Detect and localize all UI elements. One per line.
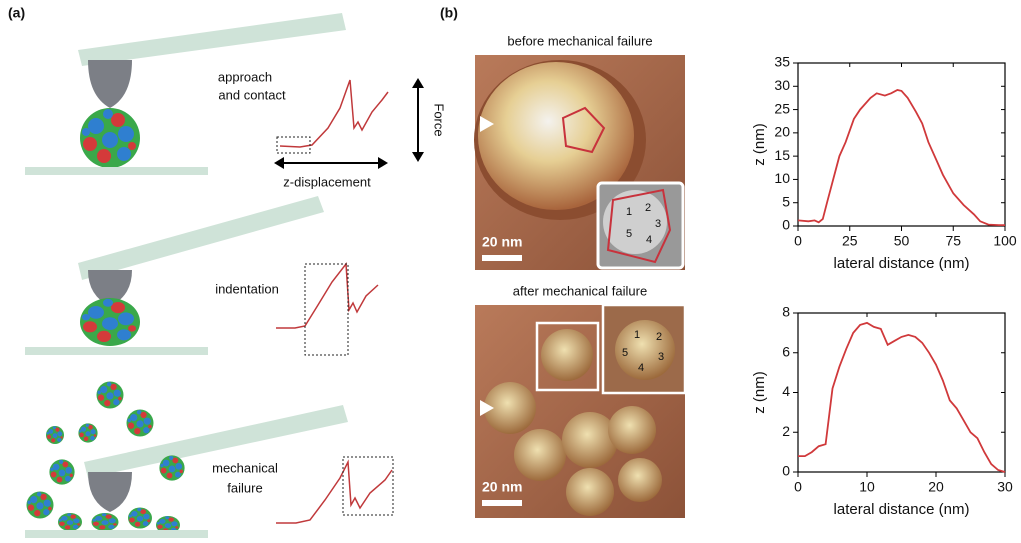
schematic-failure: mechanical failure [25,382,393,539]
figure: (a) (b) approach and contact Force z-dis… [0,0,1021,538]
step-label: and contact [218,87,286,102]
inset-number: 3 [658,351,664,363]
y-tick-label: 8 [782,304,790,320]
x-tick-label: 30 [997,479,1013,495]
x-axis-label: lateral distance (nm) [834,255,970,272]
y-axis-label: z (nm) [751,123,768,166]
image-title: after mechanical failure [513,283,647,298]
y-tick-label: 20 [774,124,790,140]
y-tick-label: 0 [782,463,790,479]
x-tick-label: 50 [894,233,910,249]
y-tick-label: 30 [774,77,790,93]
y-tick-label: 4 [782,383,790,399]
data-line [798,90,1005,225]
afm-image-after: 1 2 3 4 5 20 nm [475,305,685,518]
x-tick-label: 10 [859,479,875,495]
axis-label: z-displacement [283,174,371,189]
schematic-indentation: indentation [25,196,378,355]
inset-number: 2 [645,202,651,214]
y-tick-label: 2 [782,423,790,439]
y-axis-label: z (nm) [751,371,768,414]
x-axis-label: lateral distance (nm) [834,501,970,518]
step-label: mechanical [212,460,278,475]
y-tick-label: 5 [782,193,790,209]
step-label: failure [227,480,262,495]
y-tick-label: 10 [774,170,790,186]
panel-label: (b) [440,5,458,21]
scale-bar-label: 20 nm [482,234,522,250]
inset-number: 1 [634,329,640,341]
panel-label: (a) [8,5,25,21]
y-tick-label: 25 [774,100,790,116]
x-tick-label: 0 [794,479,802,495]
x-tick-label: 0 [794,233,802,249]
inset-number: 5 [622,347,628,359]
y-tick-label: 15 [774,147,790,163]
axis-label: Force [432,103,447,136]
y-tick-label: 0 [782,217,790,233]
plot-frame [798,63,1005,226]
inset-number: 3 [655,218,661,230]
inset-number: 4 [646,234,652,246]
data-line [798,323,1005,472]
y-tick-label: 6 [782,343,790,359]
image-title: before mechanical failure [507,33,652,48]
x-tick-label: 100 [993,233,1017,249]
inset-number: 5 [626,228,632,240]
x-tick-label: 20 [928,479,944,495]
scale-bar-label: 20 nm [482,479,522,495]
afm-image-before: 1 2 3 4 5 20 nm [474,55,685,270]
inset-number: 4 [638,362,644,374]
inset-number: 1 [626,206,632,218]
step-label: indentation [215,281,279,296]
step-label: approach [218,69,272,84]
schematic-approach: approach and contact Force z-displacemen… [25,13,447,189]
y-tick-label: 35 [774,54,790,70]
inset-number: 2 [656,331,662,343]
x-tick-label: 25 [842,233,858,249]
x-tick-label: 75 [945,233,961,249]
